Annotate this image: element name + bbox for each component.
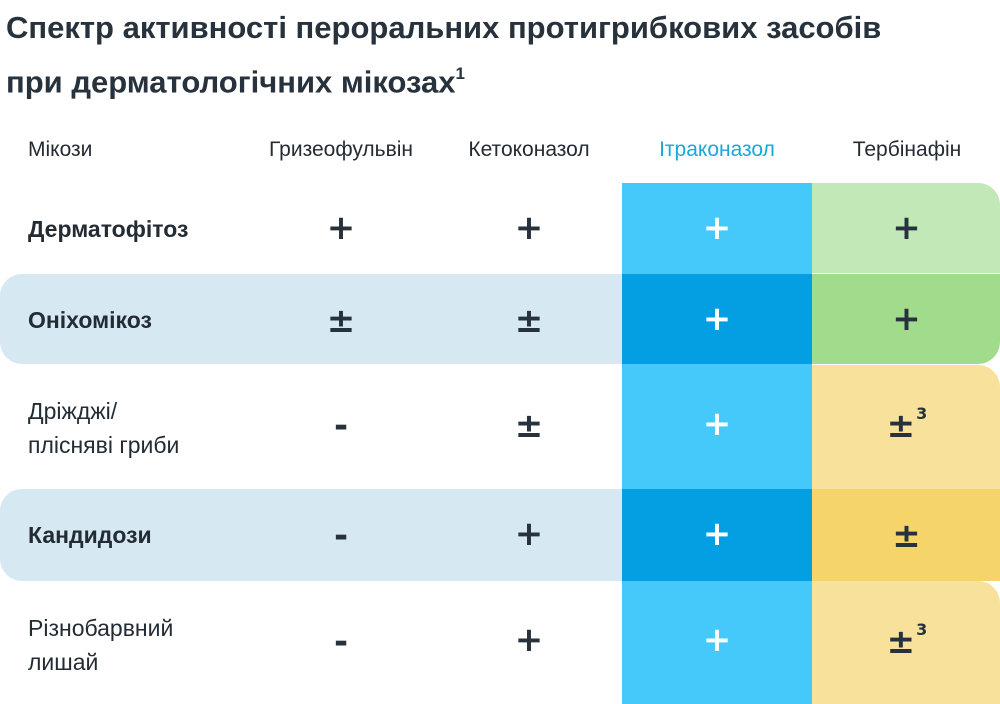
cell-r3-griseofulvin: - [333,406,349,446]
cell-r2-itraconazole: + [702,299,732,339]
cell-r1-griseofulvin: + [326,208,356,248]
cell-r5-griseofulvin: - [333,622,349,662]
cell-r4-terbinafine: ± [892,516,921,556]
cell-r1-ketoconazole: + [514,208,544,248]
row-label-dermatophytosis: Дерматофітоз [28,216,189,242]
cell-r3-itraconazole: + [702,404,732,444]
header-ketoconazole: Кетоконазол [468,138,590,161]
terbinafine-cell-bg-3 [812,365,1000,489]
cell-r3-terbinafine: ±3 [886,403,928,446]
cell-r3-ketoconazole: ± [514,406,544,446]
row-label-yeasts-molds: Дріжджі/плісняві гриби [28,398,180,458]
cell-r2-griseofulvin: ± [326,301,356,341]
cell-r4-ketoconazole: + [514,514,544,554]
title-footnote: 1 [455,64,465,83]
itraconazole-dark-cell-2 [622,274,812,364]
cell-r4-itraconazole: + [702,514,732,554]
row-band-candidiasis [0,489,1000,581]
itraconazole-dark-cell-4 [622,489,812,581]
title-line-1: Спектр активності пероральних протигрибк… [6,10,882,45]
cell-r5-itraconazole: + [702,620,732,660]
terbinafine-cell-bg-2 [812,274,1000,364]
row-label-candidiasis: Кандидози [28,522,152,548]
cell-r5-ketoconazole: + [514,620,544,660]
cell-r2-ketoconazole: ± [514,301,544,341]
header-itraconazole: Ітраконазол [659,138,775,161]
terbinafine-cell-bg-1 [812,183,1000,273]
page-title: Спектр активності пероральних протигрибк… [6,4,986,106]
terbinafine-cell-bg-4 [812,489,1000,581]
title-line-2: при дерматологічних мікозах [6,64,456,100]
cell-r5-terbinafine: ±3 [886,619,928,662]
row-label-pityriasis-versicolor: Різнобарвний лишай [28,615,174,675]
header-griseofulvin: Гризеофульвін [268,138,414,161]
cell-r4-griseofulvin: - [333,516,349,556]
cell-r2-terbinafine: + [892,299,921,339]
cell-r1-itraconazole: + [702,208,732,248]
itraconazole-column-bg [622,183,812,704]
row-band-onychomycosis [0,274,1000,364]
cell-r1-terbinafine: + [892,208,921,248]
terbinafine-cell-bg-5 [812,581,1000,704]
header-terbinafine: Тербінафін [852,138,962,161]
header-mycoses: Мікози [28,138,93,161]
row-label-onychomycosis: Оніхомікоз [28,307,152,333]
